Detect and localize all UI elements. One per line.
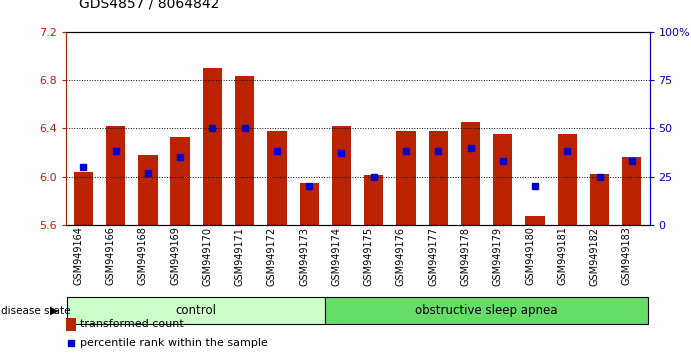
Text: ▶: ▶ — [50, 306, 59, 316]
Text: GSM949178: GSM949178 — [460, 227, 471, 286]
Text: GSM949168: GSM949168 — [138, 227, 148, 285]
Text: GSM949180: GSM949180 — [525, 227, 535, 285]
Bar — [267, 131, 287, 225]
Bar — [325, 297, 648, 324]
Text: transformed count: transformed count — [80, 319, 184, 329]
Bar — [525, 216, 545, 225]
Bar — [235, 76, 254, 225]
Bar — [202, 68, 222, 225]
Bar — [397, 131, 416, 225]
Text: GSM949170: GSM949170 — [202, 227, 212, 286]
Text: GSM949173: GSM949173 — [299, 227, 309, 286]
Bar — [106, 126, 125, 225]
Bar — [558, 135, 577, 225]
Bar — [622, 157, 641, 225]
Text: GSM949166: GSM949166 — [106, 227, 115, 285]
Bar — [493, 135, 513, 225]
Text: GSM949176: GSM949176 — [396, 227, 406, 286]
Text: GSM949182: GSM949182 — [589, 227, 600, 286]
Text: obstructive sleep apnea: obstructive sleep apnea — [415, 304, 558, 317]
Text: GSM949183: GSM949183 — [622, 227, 632, 285]
Text: GDS4857 / 8064842: GDS4857 / 8064842 — [79, 0, 220, 11]
Text: GSM949171: GSM949171 — [235, 227, 245, 286]
Bar — [138, 155, 158, 225]
Text: GSM949172: GSM949172 — [267, 227, 277, 286]
Text: GSM949164: GSM949164 — [73, 227, 84, 285]
Bar — [171, 137, 190, 225]
Bar — [299, 183, 319, 225]
Text: GSM949174: GSM949174 — [332, 227, 341, 286]
Bar — [428, 131, 448, 225]
Text: disease state: disease state — [1, 306, 73, 316]
Bar — [332, 126, 351, 225]
Text: percentile rank within the sample: percentile rank within the sample — [80, 338, 268, 348]
Bar — [74, 172, 93, 225]
Bar — [67, 297, 325, 324]
Text: GSM949175: GSM949175 — [363, 227, 374, 286]
Bar — [364, 175, 384, 225]
Bar — [590, 174, 609, 225]
Text: GSM949181: GSM949181 — [557, 227, 567, 285]
Text: control: control — [176, 304, 217, 317]
Bar — [461, 122, 480, 225]
Bar — [66, 318, 76, 331]
Text: GSM949177: GSM949177 — [428, 227, 438, 286]
Text: GSM949179: GSM949179 — [493, 227, 503, 286]
Text: GSM949169: GSM949169 — [170, 227, 180, 285]
